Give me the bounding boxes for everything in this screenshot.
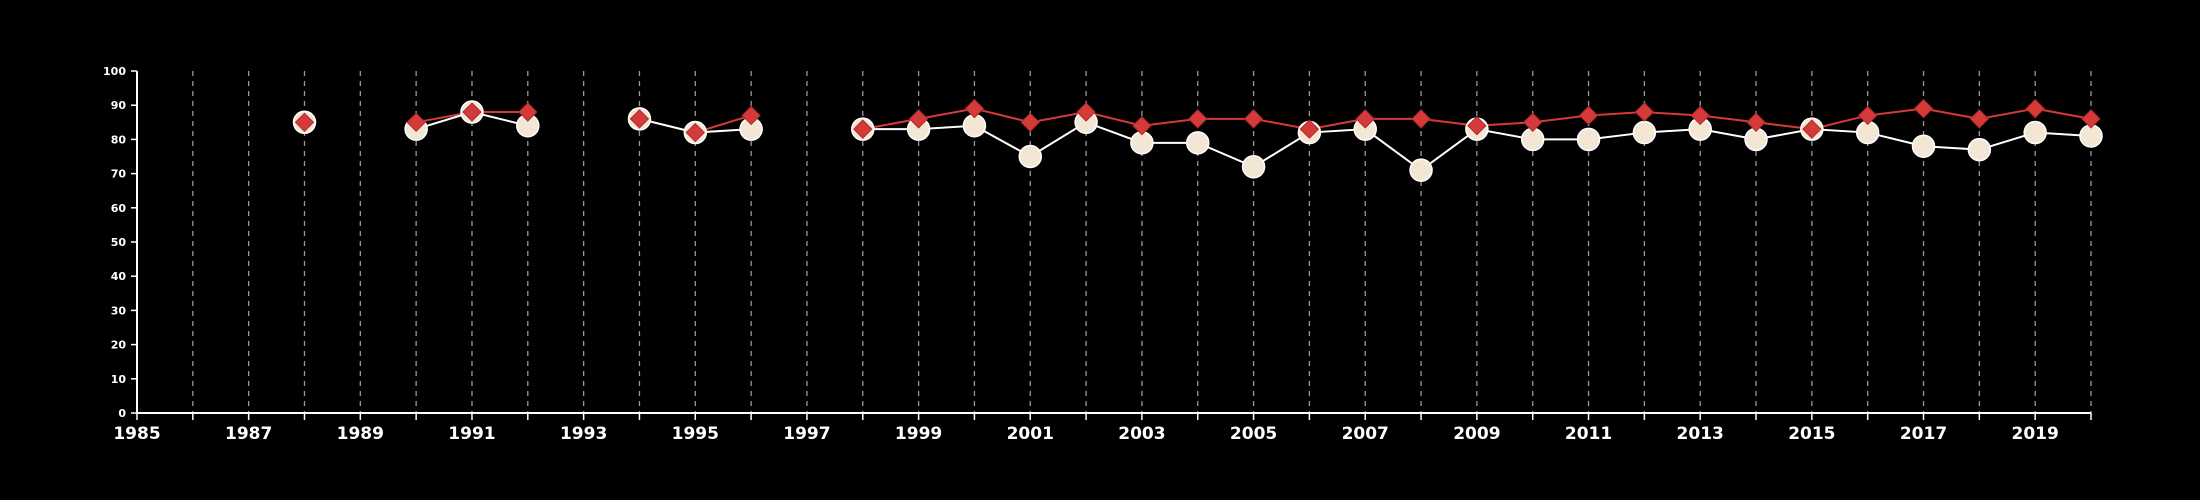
x-tick-label: 2005 — [1230, 424, 1277, 444]
series-2-point — [1467, 116, 1487, 136]
series-1-point — [1241, 155, 1266, 179]
y-tick-label: 80 — [111, 133, 127, 146]
series-2-point — [853, 119, 873, 139]
series-2-point — [2025, 98, 2045, 119]
y-tick-label: 20 — [111, 339, 127, 352]
series-2-point — [1634, 102, 1655, 122]
series-1-point — [1409, 158, 1433, 182]
x-tick-label: 1999 — [895, 424, 942, 444]
series-1-point — [1576, 127, 1601, 152]
vertical-gridlines — [192, 71, 2092, 413]
series-2-point — [1578, 105, 1599, 126]
series-1-point — [1967, 137, 1992, 162]
x-tick-label: 2015 — [1788, 424, 1835, 444]
x-tick-label: 2011 — [1565, 424, 1612, 444]
series-2-point — [1746, 112, 1766, 133]
x-tick-label: 1985 — [113, 424, 160, 444]
series-layer — [292, 98, 2103, 182]
y-tick-label: 10 — [111, 373, 127, 386]
series-2-point — [964, 98, 985, 119]
y-tick-label: 90 — [111, 99, 127, 112]
x-tick-label: 2001 — [1007, 424, 1054, 444]
y-axis: 0 10 20 30 40 50 60 70 80 90 100 — [103, 65, 138, 420]
series-2-point — [1411, 109, 1431, 129]
series-2-point — [1243, 109, 1264, 129]
series-2-point — [1299, 119, 1320, 139]
y-tick-label: 60 — [111, 202, 127, 215]
y-tick-label: 50 — [111, 236, 127, 249]
y-tick-label: 0 — [118, 407, 126, 420]
series-1-point — [1911, 134, 1936, 158]
series-1-point — [2023, 120, 2047, 145]
series-2-point — [1020, 112, 1040, 133]
x-tick-label: 1995 — [672, 424, 719, 444]
series-2-point — [462, 102, 482, 122]
x-tick-label: 1989 — [337, 424, 384, 444]
x-tick-label: 1987 — [225, 424, 272, 444]
series-2-point — [1188, 109, 1208, 129]
x-tick-label: 1991 — [448, 424, 495, 444]
y-tick-label: 100 — [103, 65, 126, 78]
x-tick-label: 2007 — [1342, 424, 1389, 444]
x-tick-label: 2003 — [1118, 424, 1165, 444]
series-2-point — [518, 102, 538, 122]
series-2-point — [2081, 109, 2101, 129]
x-axis: 1985 1987 1989 1991 1993 1995 1997 1999 2001 2003… — [113, 412, 2092, 444]
y-tick-label: 30 — [111, 304, 127, 317]
series-2-point — [1132, 116, 1152, 136]
series-2-point — [1076, 102, 1096, 122]
series-2-point — [908, 109, 929, 129]
x-tick-label: 1997 — [783, 424, 830, 444]
series-2-point — [629, 109, 650, 129]
series-2-point — [1690, 105, 1710, 126]
x-tick-label: 2019 — [2012, 424, 2059, 444]
series-2-point — [1969, 109, 1990, 129]
series-2-point — [1802, 119, 1822, 139]
series-1-point — [1185, 131, 1210, 155]
series-2-point — [1355, 109, 1375, 129]
x-tick-label: 2017 — [1900, 424, 1947, 444]
x-tick-label: 2013 — [1677, 424, 1724, 444]
x-tick-label: 1993 — [560, 424, 607, 444]
series-2-point — [685, 122, 705, 143]
series-2-point — [1857, 105, 1878, 126]
series-1-point — [1018, 144, 1043, 169]
series-2-point — [1913, 98, 1934, 119]
y-tick-label: 40 — [111, 270, 127, 283]
x-tick-label: 2009 — [1453, 424, 1500, 444]
series-2-point — [1523, 112, 1543, 133]
series-2-point — [294, 112, 315, 133]
y-tick-label: 70 — [111, 168, 127, 181]
series-2-point — [406, 112, 426, 133]
series-1-point — [1632, 120, 1657, 145]
series-2-point — [741, 105, 761, 126]
